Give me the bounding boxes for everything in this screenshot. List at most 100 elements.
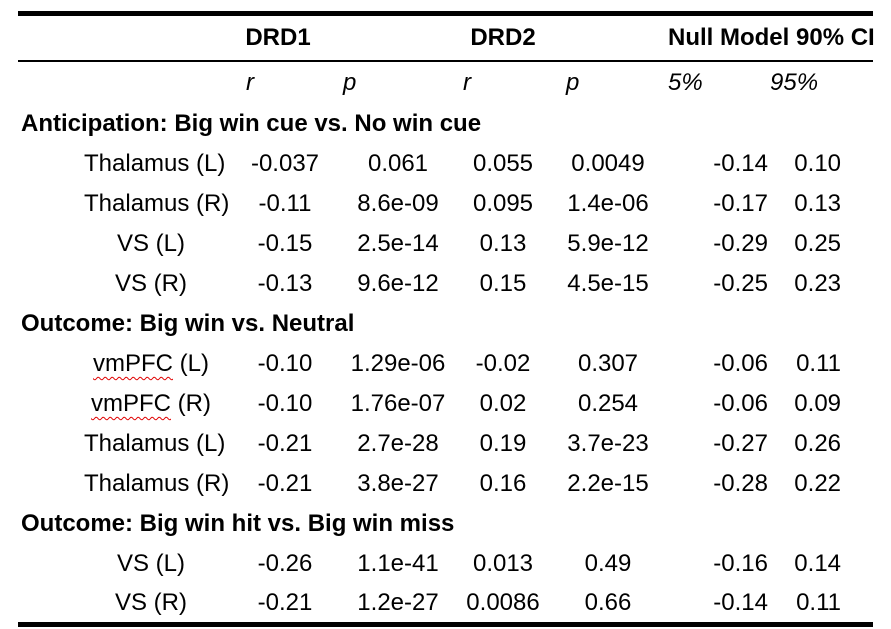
drd2-p-cell: 2.2e-15: [567, 470, 649, 497]
table-row: vmPFC (R) -0.10 1.76e-07 0.02 0.254 -0.06 0.09: [18, 384, 873, 424]
ci-95-cell: 0.25: [794, 230, 842, 257]
drd2-p-cell: 4.5e-15: [567, 270, 649, 297]
drd2-r-cell: 0.0086: [466, 588, 540, 616]
drd2-r-cell: 0.15: [479, 270, 527, 297]
ci-5-cell: -0.27: [713, 430, 768, 457]
drd1-r-cell: -0.13: [257, 270, 313, 297]
ci-5-cell: -0.06: [713, 390, 768, 417]
correlation-table: DRD1 DRD2 Null Model 90% CI r p r p 5% 9…: [18, 11, 875, 627]
drd2-p-cell: 3.7e-23: [567, 430, 649, 457]
drd2-r-cell: -0.02: [475, 350, 531, 377]
row-label: vmPFC (L): [93, 350, 209, 377]
ci-95-cell: 0.10: [794, 150, 842, 177]
table-row: VS (L) -0.26 1.1e-41 0.013 0.49 -0.16 0.14: [18, 544, 873, 584]
row-label: Thalamus (R): [84, 470, 230, 497]
ci-5-cell: -0.06: [713, 350, 768, 377]
drd1-p-cell: 2.7e-28: [357, 430, 439, 457]
ci-5-cell: -0.16: [713, 550, 768, 577]
drd1-p-cell: 1.29e-06: [350, 350, 446, 377]
header-drd2-r: r: [463, 69, 471, 96]
table-row: VS (R) -0.21 1.2e-27 0.0086 0.66 -0.14 0.11: [18, 584, 873, 624]
table-row: VS (R) -0.13 9.6e-12 0.15 4.5e-15 -0.25 0.23: [18, 264, 873, 304]
spellcheck-squiggle-text: vmPFC: [91, 390, 171, 417]
drd1-p-cell: 0.061: [367, 150, 429, 177]
row-label: VS (L): [116, 230, 185, 257]
table-body: Anticipation: Big win cue vs. No win cue…: [18, 104, 873, 624]
table-row: VS (L) -0.15 2.5e-14 0.13 5.9e-12 -0.29 0.25: [18, 224, 873, 264]
drd2-r-cell: 0.19: [479, 430, 527, 457]
ci-5-cell: -0.14: [713, 150, 768, 177]
ci-5-cell: -0.14: [713, 588, 768, 616]
col-group-drd1: DRD1: [218, 13, 338, 62]
header-drd1-p: p: [343, 69, 357, 96]
ci-95-cell: 0.22: [794, 470, 842, 497]
ci-5-cell: -0.28: [713, 470, 768, 497]
drd2-p-cell: 0.66: [584, 588, 632, 616]
section-heading-row: Anticipation: Big win cue vs. No win cue: [18, 104, 873, 144]
table-row: Thalamus (L) -0.037 0.061 0.055 0.0049 -0.14 0…: [18, 144, 873, 184]
drd1-r-cell: -0.21: [257, 588, 313, 616]
row-label: VS (R): [115, 588, 187, 616]
drd1-p-cell: 3.8e-27: [357, 470, 439, 497]
row-label: Thalamus (R): [84, 190, 230, 217]
ci-5-cell: -0.25: [713, 270, 768, 297]
header-drd2-p: p: [566, 69, 580, 96]
row-label: vmPFC (R): [91, 390, 211, 417]
drd1-p-cell: 9.6e-12: [357, 270, 439, 297]
drd1-r-cell: -0.21: [257, 470, 313, 497]
spellcheck-squiggle-text: vmPFC: [93, 350, 173, 377]
section-heading-row: Outcome: Big win hit vs. Big win miss: [18, 504, 873, 544]
drd1-r-cell: -0.15: [257, 230, 313, 257]
drd1-r-cell: -0.21: [257, 430, 313, 457]
drd1-p-cell: 1.2e-27: [357, 588, 439, 616]
section-title: Anticipation: Big win cue vs. No win cue: [21, 110, 482, 137]
table-row: Thalamus (L) -0.21 2.7e-28 0.19 3.7e-23 -0.27…: [18, 424, 873, 464]
ci-95-cell: 0.23: [794, 270, 842, 297]
drd1-p-cell: 8.6e-09: [357, 190, 439, 217]
drd1-r-cell: -0.11: [258, 190, 312, 217]
row-label: VS (L): [116, 550, 185, 577]
row-label: Thalamus (L): [84, 430, 226, 457]
sub-header-row: r p r p 5% 95%: [18, 61, 873, 104]
ci-5-cell: -0.17: [713, 190, 768, 217]
drd2-r-cell: 0.02: [479, 390, 527, 417]
empty-header-cell: [548, 13, 668, 62]
drd2-p-cell: 1.4e-06: [567, 190, 649, 217]
header-ci-95: 95%: [770, 69, 819, 96]
table-row: vmPFC (L) -0.10 1.29e-06 -0.02 0.307 -0.06 0.1…: [18, 344, 873, 384]
empty-header-cell: [338, 13, 458, 62]
drd1-r-cell: -0.037: [250, 150, 320, 177]
drd1-r-cell: -0.26: [257, 550, 313, 577]
drd2-r-cell: 0.13: [479, 230, 527, 257]
table-header: DRD1 DRD2 Null Model 90% CI r p r p 5% 9…: [18, 13, 875, 105]
row-label: VS (R): [115, 270, 187, 297]
header-ci-5: 5%: [668, 69, 703, 96]
ci-95-cell: 0.26: [794, 430, 842, 457]
drd2-p-cell: 0.307: [577, 350, 639, 377]
ci-95-cell: 0.09: [794, 390, 842, 417]
ci-5-cell: -0.29: [713, 230, 768, 257]
col-group-drd2: DRD2: [458, 13, 548, 62]
table-row: Thalamus (R) -0.21 3.8e-27 0.16 2.2e-15 -0.28…: [18, 464, 873, 504]
empty-header-cell: [18, 13, 218, 62]
drd2-p-cell: 0.0049: [571, 150, 645, 177]
section-title: Outcome: Big win vs. Neutral: [21, 310, 355, 337]
ci-95-cell: 0.11: [796, 588, 842, 616]
table-row: Thalamus (R) -0.11 8.6e-09 0.095 1.4e-06 -0.1…: [18, 184, 873, 224]
col-group-null-model: Null Model 90% CI: [668, 13, 875, 62]
drd2-p-cell: 0.254: [577, 390, 639, 417]
drd1-p-cell: 2.5e-14: [357, 230, 439, 257]
row-label: Thalamus (L): [84, 150, 226, 177]
drd2-r-cell: 0.055: [472, 150, 534, 177]
drd2-p-cell: 0.49: [584, 550, 632, 577]
drd1-r-cell: -0.10: [257, 350, 313, 377]
drd1-r-cell: -0.10: [257, 390, 313, 417]
column-group-header-row: DRD1 DRD2 Null Model 90% CI: [18, 13, 875, 62]
drd2-r-cell: 0.095: [472, 190, 534, 217]
drd1-p-cell: 1.1e-41: [357, 550, 439, 577]
drd1-p-cell: 1.76e-07: [350, 390, 446, 417]
drd2-r-cell: 0.013: [472, 550, 534, 577]
section-title: Outcome: Big win hit vs. Big win miss: [21, 510, 455, 537]
ci-95-cell: 0.13: [794, 190, 842, 217]
